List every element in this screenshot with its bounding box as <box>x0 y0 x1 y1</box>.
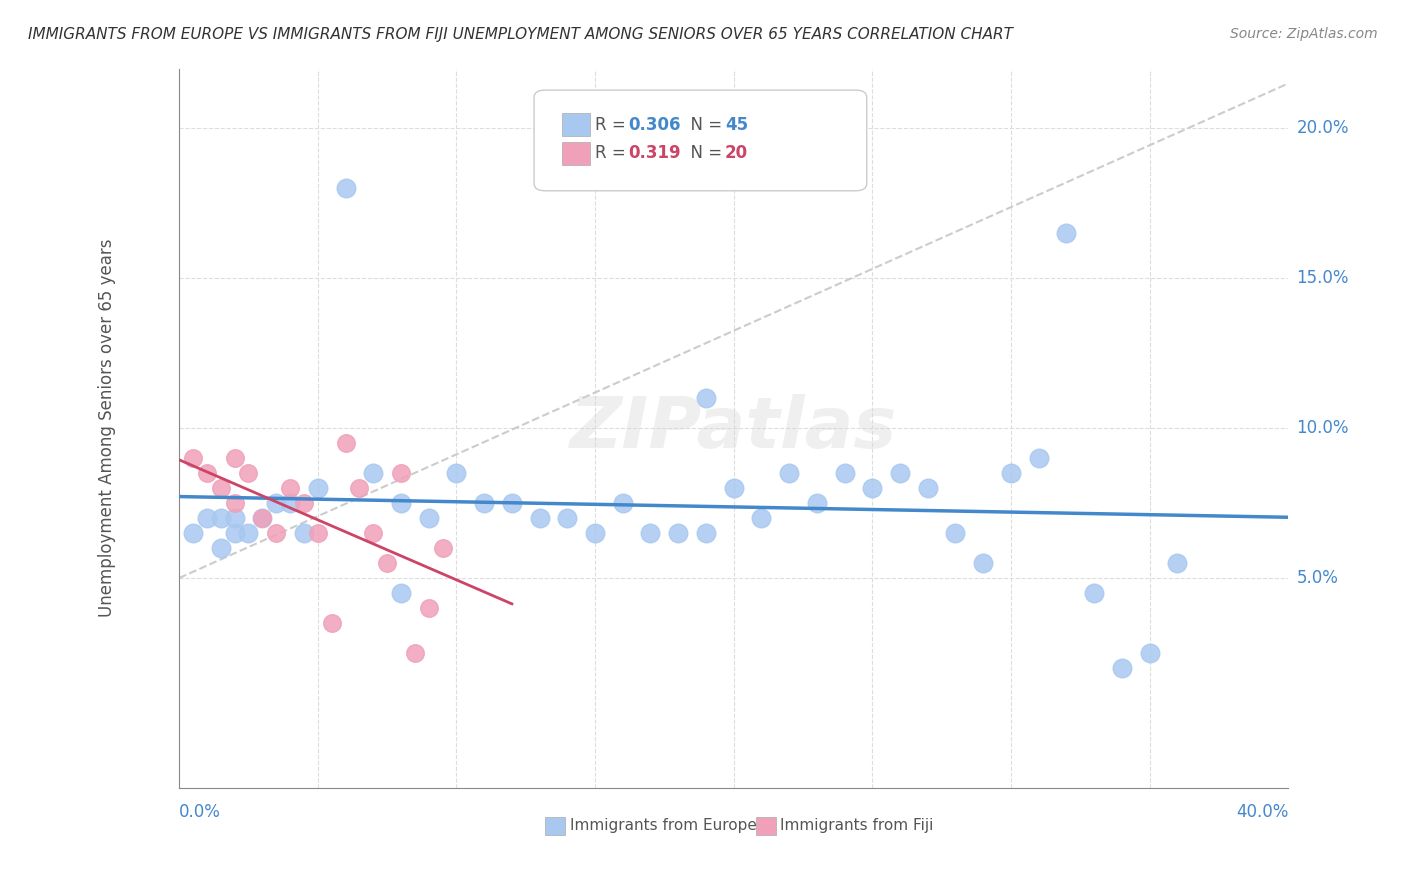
Point <box>501 496 523 510</box>
Point <box>292 526 315 541</box>
Text: 10.0%: 10.0% <box>1296 419 1348 437</box>
Point <box>945 526 967 541</box>
Text: R =: R = <box>595 145 631 162</box>
Text: 0.0%: 0.0% <box>179 803 221 821</box>
Point <box>252 511 274 525</box>
Point <box>292 496 315 510</box>
Point <box>404 646 426 660</box>
Text: Immigrants from Europe: Immigrants from Europe <box>569 818 756 832</box>
Point <box>972 556 994 570</box>
Point <box>181 526 204 541</box>
Point <box>446 466 468 480</box>
Point <box>375 556 398 570</box>
Point <box>778 466 800 480</box>
Point <box>1166 556 1188 570</box>
Point <box>418 601 440 615</box>
Bar <box>546 816 565 835</box>
Point <box>209 511 232 525</box>
Point <box>1028 451 1050 466</box>
Point <box>751 511 773 525</box>
Point <box>389 466 412 480</box>
Point <box>472 496 495 510</box>
Point <box>806 496 828 510</box>
Point <box>834 466 856 480</box>
Point <box>612 496 634 510</box>
Point <box>723 481 745 495</box>
Point <box>666 526 689 541</box>
Text: 5.0%: 5.0% <box>1296 569 1339 587</box>
Point <box>264 526 287 541</box>
Text: Unemployment Among Seniors over 65 years: Unemployment Among Seniors over 65 years <box>98 239 117 617</box>
Point <box>224 451 246 466</box>
Point <box>278 496 301 510</box>
Point <box>1111 661 1133 675</box>
Point <box>432 541 454 555</box>
Text: 0.319: 0.319 <box>628 145 681 162</box>
Text: N =: N = <box>681 116 728 134</box>
Point <box>640 526 662 541</box>
Point <box>557 511 579 525</box>
Point <box>307 526 329 541</box>
Point <box>195 466 218 480</box>
Text: R =: R = <box>595 116 631 134</box>
Point <box>224 511 246 525</box>
Point <box>695 391 717 405</box>
Point <box>361 526 384 541</box>
Point <box>224 496 246 510</box>
Point <box>209 541 232 555</box>
Point <box>349 481 371 495</box>
Text: Immigrants from Fiji: Immigrants from Fiji <box>780 818 934 832</box>
Point <box>278 481 301 495</box>
Point <box>335 181 357 195</box>
Point <box>583 526 606 541</box>
Text: 20.0%: 20.0% <box>1296 120 1348 137</box>
Point <box>1054 227 1077 241</box>
FancyBboxPatch shape <box>534 90 866 191</box>
Point <box>389 496 412 510</box>
Point <box>335 436 357 450</box>
Point <box>860 481 883 495</box>
Point <box>209 481 232 495</box>
Text: IMMIGRANTS FROM EUROPE VS IMMIGRANTS FROM FIJI UNEMPLOYMENT AMONG SENIORS OVER 6: IMMIGRANTS FROM EUROPE VS IMMIGRANTS FRO… <box>28 27 1014 42</box>
Point <box>238 526 260 541</box>
Text: Source: ZipAtlas.com: Source: ZipAtlas.com <box>1230 27 1378 41</box>
Bar <box>562 142 589 165</box>
Point <box>695 526 717 541</box>
Point <box>238 466 260 480</box>
Point <box>195 511 218 525</box>
Point <box>1000 466 1022 480</box>
Text: 45: 45 <box>725 116 748 134</box>
Point <box>889 466 911 480</box>
Bar <box>562 113 589 136</box>
Point <box>917 481 939 495</box>
Text: ZIPatlas: ZIPatlas <box>569 393 897 463</box>
Point <box>529 511 551 525</box>
Point <box>389 586 412 600</box>
Text: 20: 20 <box>725 145 748 162</box>
Text: 0.306: 0.306 <box>628 116 681 134</box>
Point <box>264 496 287 510</box>
Point <box>1083 586 1105 600</box>
Bar <box>756 816 776 835</box>
Point <box>224 526 246 541</box>
Text: N =: N = <box>681 145 728 162</box>
Point <box>361 466 384 480</box>
Point <box>181 451 204 466</box>
Point <box>321 615 343 630</box>
Text: 15.0%: 15.0% <box>1296 269 1348 287</box>
Point <box>418 511 440 525</box>
Point <box>252 511 274 525</box>
Text: 40.0%: 40.0% <box>1236 803 1288 821</box>
Point <box>1139 646 1161 660</box>
Point <box>307 481 329 495</box>
